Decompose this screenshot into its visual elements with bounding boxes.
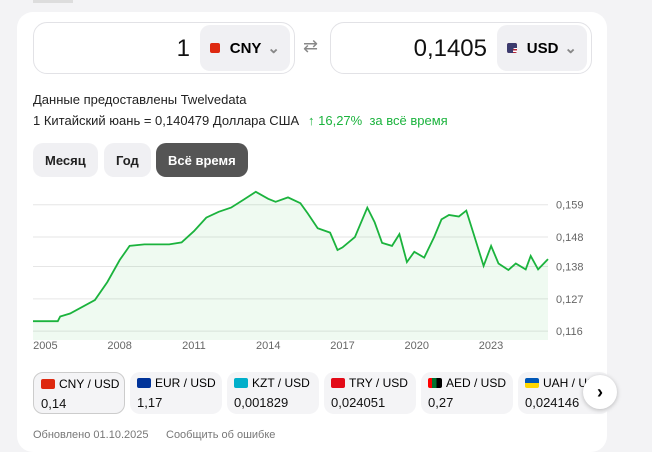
x-tick-label: 2020 xyxy=(405,340,429,352)
pair-name: CNY / USD xyxy=(59,377,120,391)
x-tick-label: 2005 xyxy=(33,340,57,352)
top-edge xyxy=(33,0,73,3)
to-amount: 0,1405 xyxy=(413,35,487,62)
line-area xyxy=(33,191,548,340)
swap-icon[interactable]: ⇄ xyxy=(303,36,319,56)
period-button[interactable]: Год xyxy=(104,143,151,177)
pair-tile[interactable]: CNY / USD 0,14 xyxy=(33,372,125,414)
change-value: 16,27% xyxy=(318,113,363,128)
y-tick-label: 0,138 xyxy=(556,261,584,273)
from-box[interactable]: 1 CNY ⌄ xyxy=(33,22,295,74)
x-tick-label: 2017 xyxy=(330,340,354,352)
currency-code: CNY xyxy=(229,39,262,57)
y-tick-label: 0,159 xyxy=(556,200,584,212)
period-button[interactable]: Месяц xyxy=(33,143,98,177)
pair-value: 1,17 xyxy=(137,395,163,410)
pair-tile[interactable]: EUR / USD 1,17 xyxy=(130,372,222,414)
pair-tile[interactable]: KZT / USD 0,001829 xyxy=(227,372,319,414)
x-tick-label: 2008 xyxy=(107,340,131,352)
pair-name: AED / USD xyxy=(446,376,507,390)
pair-label: CNY / USD xyxy=(41,377,120,391)
next-button[interactable]: › xyxy=(583,375,617,409)
source: Данные предоставлены Twelvedata xyxy=(33,92,247,107)
period-button-active[interactable]: Всё время xyxy=(156,143,248,177)
to-box[interactable]: 0,1405 USD ⌄ xyxy=(330,22,592,74)
rate: 1 Китайский юань = 0,140479 Доллара США xyxy=(33,113,300,128)
pair-tile[interactable]: TRY / USD 0,024051 xyxy=(324,372,416,414)
from-amount[interactable]: 1 xyxy=(176,35,190,62)
report-link[interactable]: Сообщить об ошибке xyxy=(166,429,276,441)
to-currency[interactable]: USD ⌄ xyxy=(497,25,587,71)
y-tick-label: 0,148 xyxy=(556,232,584,244)
change: ↑ 16,27% за всё время xyxy=(308,113,448,128)
from-currency[interactable]: CNY ⌄ xyxy=(200,25,290,71)
x-tick-label: 2011 xyxy=(182,340,206,352)
change-period: за всё время xyxy=(369,113,448,128)
x-tick-label: 2014 xyxy=(256,340,280,352)
pair-label: AED / USD xyxy=(428,376,506,390)
pair-tile[interactable]: AED / USD 0,27 xyxy=(421,372,513,414)
y-tick-label: 0,127 xyxy=(556,294,584,306)
pair-value: 0,14 xyxy=(41,396,67,411)
line xyxy=(33,190,549,323)
pair-value: 0,001829 xyxy=(234,395,289,410)
updated: Обновлено 01.10.2025 xyxy=(33,429,149,441)
pair-name: TRY / USD xyxy=(349,376,408,390)
pair-label: EUR / USD xyxy=(137,376,216,390)
x-tick-label: 2023 xyxy=(479,340,503,352)
pair-label: KZT / USD xyxy=(234,376,312,390)
pair-value: 0,024146 xyxy=(525,395,580,410)
pair-value: 0,27 xyxy=(428,395,454,410)
currency-code: USD xyxy=(526,39,559,57)
pair-value: 0,024051 xyxy=(331,395,386,410)
pair-name: EUR / USD xyxy=(155,376,216,390)
y-tick-label: 0,116 xyxy=(556,326,583,338)
pair-name: KZT / USD xyxy=(252,376,310,390)
pair-label: TRY / USD xyxy=(331,376,409,390)
